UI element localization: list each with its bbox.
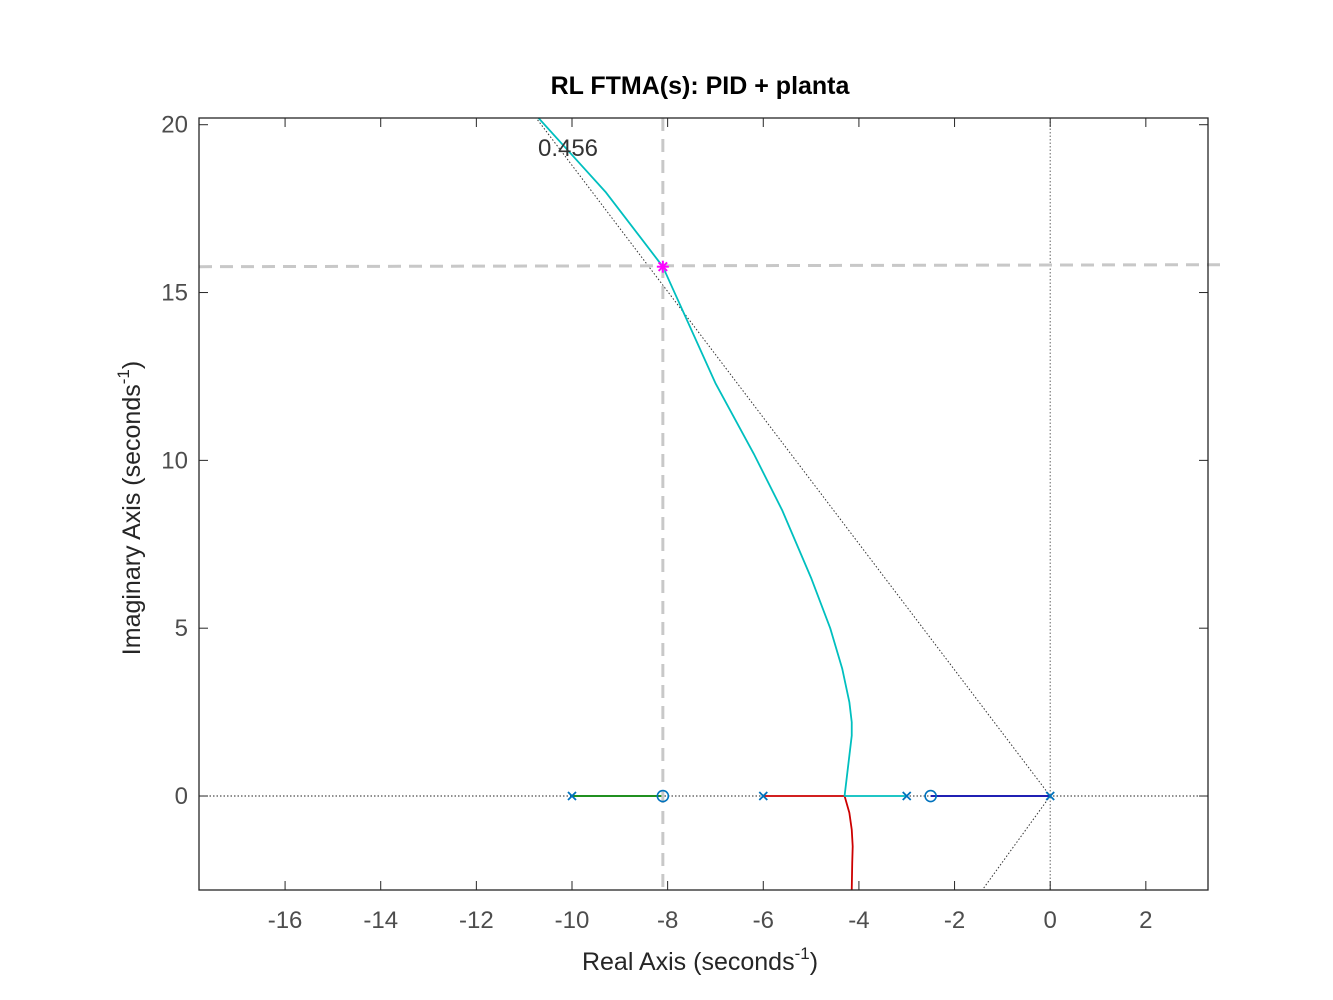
y-axis-label-text: Imaginary Axis (seconds [118, 384, 146, 655]
x-axis-label-exponent: -1 [795, 944, 810, 963]
chart-title: RL FTMA(s): PID + planta [551, 72, 851, 100]
damping-ratio-label: 0.456 [538, 135, 598, 162]
selected-point-marker [656, 260, 669, 273]
plot-area [199, 118, 1208, 890]
y-axis-label-exponent: -1 [114, 369, 133, 384]
x-tick-label: -10 [555, 907, 590, 934]
pole-marker-1 [567, 791, 577, 801]
x-tick-label: -16 [268, 907, 303, 934]
x-axis-label: Real Axis (seconds-1) [582, 944, 818, 976]
y-tick-label: 0 [175, 783, 188, 810]
y-tick-label: 10 [161, 447, 188, 474]
locus-branch-3 [537, 118, 907, 797]
pole-marker-4 [1045, 791, 1055, 801]
x-axis-label-close: ) [810, 948, 818, 976]
x-tick-label: -2 [944, 907, 965, 934]
y-tick-label: 20 [161, 112, 188, 139]
y-tick-label: 15 [161, 280, 188, 307]
pole-marker-3 [902, 791, 912, 801]
plot-layer [198, 118, 1223, 890]
crosshair-horizontal [198, 263, 1223, 269]
y-tick-label: 5 [175, 615, 188, 642]
x-tick-label: 2 [1139, 907, 1152, 934]
x-tick-label: -6 [753, 907, 774, 934]
selected-point-stroke-4 [657, 261, 668, 272]
axes-box [198, 117, 1209, 891]
x-axis-label-text: Real Axis (seconds [582, 948, 795, 976]
x-tick-label: -4 [848, 907, 869, 934]
x-tick-label: 0 [1044, 907, 1057, 934]
pole-marker-2 [758, 791, 768, 801]
x-tick-label: -8 [657, 907, 678, 934]
y-axis-label: Imaginary Axis (seconds-1) [114, 361, 146, 655]
y-axis-label-close: ) [118, 361, 146, 369]
x-tick-label: -12 [459, 907, 494, 934]
zero-marker-2 [924, 789, 937, 803]
zero-marker-1 [656, 789, 670, 803]
x-tick-label: -14 [363, 907, 398, 934]
